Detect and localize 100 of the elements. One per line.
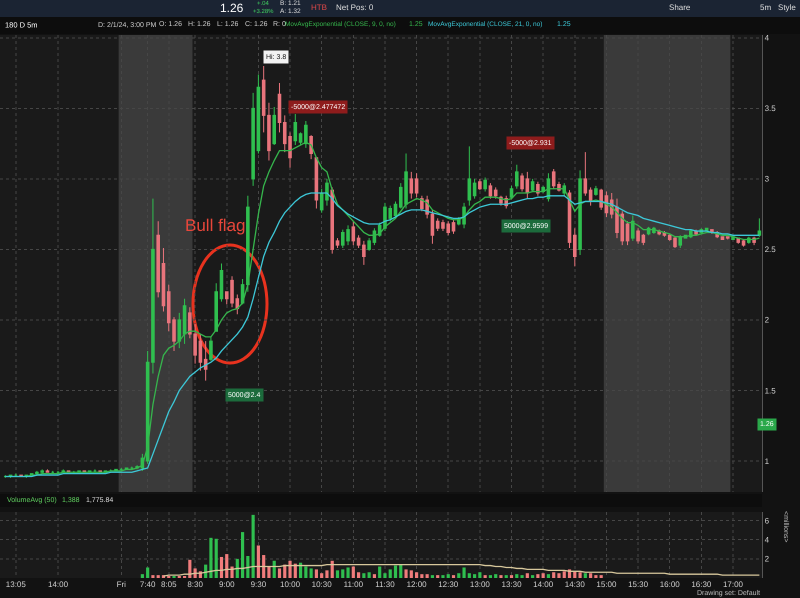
candlestick (578, 170, 582, 256)
line-series (162, 564, 760, 577)
candlestick (182, 298, 186, 344)
text: 1.26 (220, 1, 244, 15)
candlestick (536, 181, 540, 196)
bar (441, 575, 445, 578)
candlestick (494, 186, 498, 200)
bar (494, 574, 498, 578)
candlestick (410, 171, 414, 200)
text: HTB (311, 3, 327, 12)
bar (515, 574, 518, 578)
candlestick (50, 470, 55, 474)
x-tick-label: 13:30 (502, 580, 522, 589)
bar (272, 560, 276, 578)
candlestick (130, 466, 134, 470)
bar (578, 572, 582, 578)
bar (299, 562, 302, 578)
candlestick (742, 239, 746, 248)
x-tick-label: 9:00 (218, 580, 236, 589)
candlestick (3, 474, 8, 478)
x-tick-label: 15:00 (596, 580, 617, 589)
x-tick-label: 15:30 (628, 580, 649, 589)
x-tick-label: 14:30 (564, 580, 586, 589)
x-tick-label: 16:00 (660, 580, 680, 589)
candlestick (483, 176, 487, 192)
bar (531, 575, 534, 578)
x-tick-label: 8:30 (187, 580, 204, 589)
bar (151, 575, 155, 578)
bar (283, 564, 286, 578)
bar (473, 574, 476, 578)
y-tick-label: 3.5 (764, 104, 776, 114)
bar (542, 573, 545, 578)
candlestick (209, 336, 213, 362)
bar (278, 568, 282, 578)
bar (526, 573, 529, 578)
y-tick-label: 1.5 (764, 386, 776, 396)
text: Style (778, 3, 796, 12)
bar (536, 574, 540, 578)
candlestick (178, 312, 182, 349)
text: Share (669, 3, 691, 12)
bar (457, 573, 460, 578)
candlestick (726, 236, 730, 240)
bar (336, 570, 340, 578)
bar (262, 555, 266, 578)
bar (372, 574, 376, 578)
candlestick (14, 473, 18, 477)
candlestick (188, 306, 192, 339)
bar (589, 573, 592, 578)
bar (225, 554, 228, 578)
bar (330, 560, 334, 578)
candlestick (314, 157, 318, 209)
x-tick-label: 7:40 (140, 580, 156, 589)
candlestick (510, 185, 514, 200)
bar (252, 514, 255, 578)
bar (446, 574, 450, 578)
x-tick-label: 9:30 (250, 580, 267, 589)
y-tick-label: 4 (764, 536, 770, 545)
y-tick-label: 2.5 (764, 245, 776, 254)
x-tick-label: 11:00 (344, 580, 364, 589)
bar (140, 574, 144, 578)
bar (420, 574, 424, 578)
bar (394, 566, 398, 578)
x-tick-label: 13:05 (6, 580, 26, 589)
candlestick (472, 178, 476, 200)
bar (368, 572, 371, 578)
x-tick-label: 10:30 (312, 580, 332, 589)
candlestick (272, 106, 276, 146)
annotation: Bull flag (185, 216, 246, 235)
bar (430, 575, 434, 578)
candlestick (108, 468, 113, 472)
y-tick-label: 2 (764, 554, 770, 564)
bar (520, 575, 524, 578)
x-tick-label: 17:00 (722, 580, 744, 589)
candlestick (588, 186, 592, 206)
candlestick (340, 229, 345, 248)
bar (484, 575, 487, 578)
candlestick (40, 468, 44, 474)
x-tick-label: 14:00 (533, 580, 554, 589)
bar (410, 570, 413, 578)
bar (362, 573, 366, 578)
bar (146, 567, 150, 578)
candlestick (120, 468, 124, 472)
bar (436, 575, 440, 578)
candlestick (56, 470, 60, 474)
candlestick (414, 172, 418, 198)
text: Net Pos: 0 (336, 3, 374, 12)
x-tick-label: 8:05 (160, 580, 178, 589)
bar (504, 575, 508, 578)
bar (600, 575, 603, 578)
bar (378, 566, 382, 578)
candlestick (294, 113, 298, 146)
bar (304, 566, 308, 578)
candlestick (462, 202, 466, 229)
candlestick (584, 152, 588, 196)
candlestick (352, 220, 356, 246)
candlestick (468, 146, 472, 206)
y-tick-label: 6 (764, 516, 770, 526)
bar (426, 574, 429, 578)
candlestick (530, 178, 534, 192)
candlestick (346, 224, 350, 246)
